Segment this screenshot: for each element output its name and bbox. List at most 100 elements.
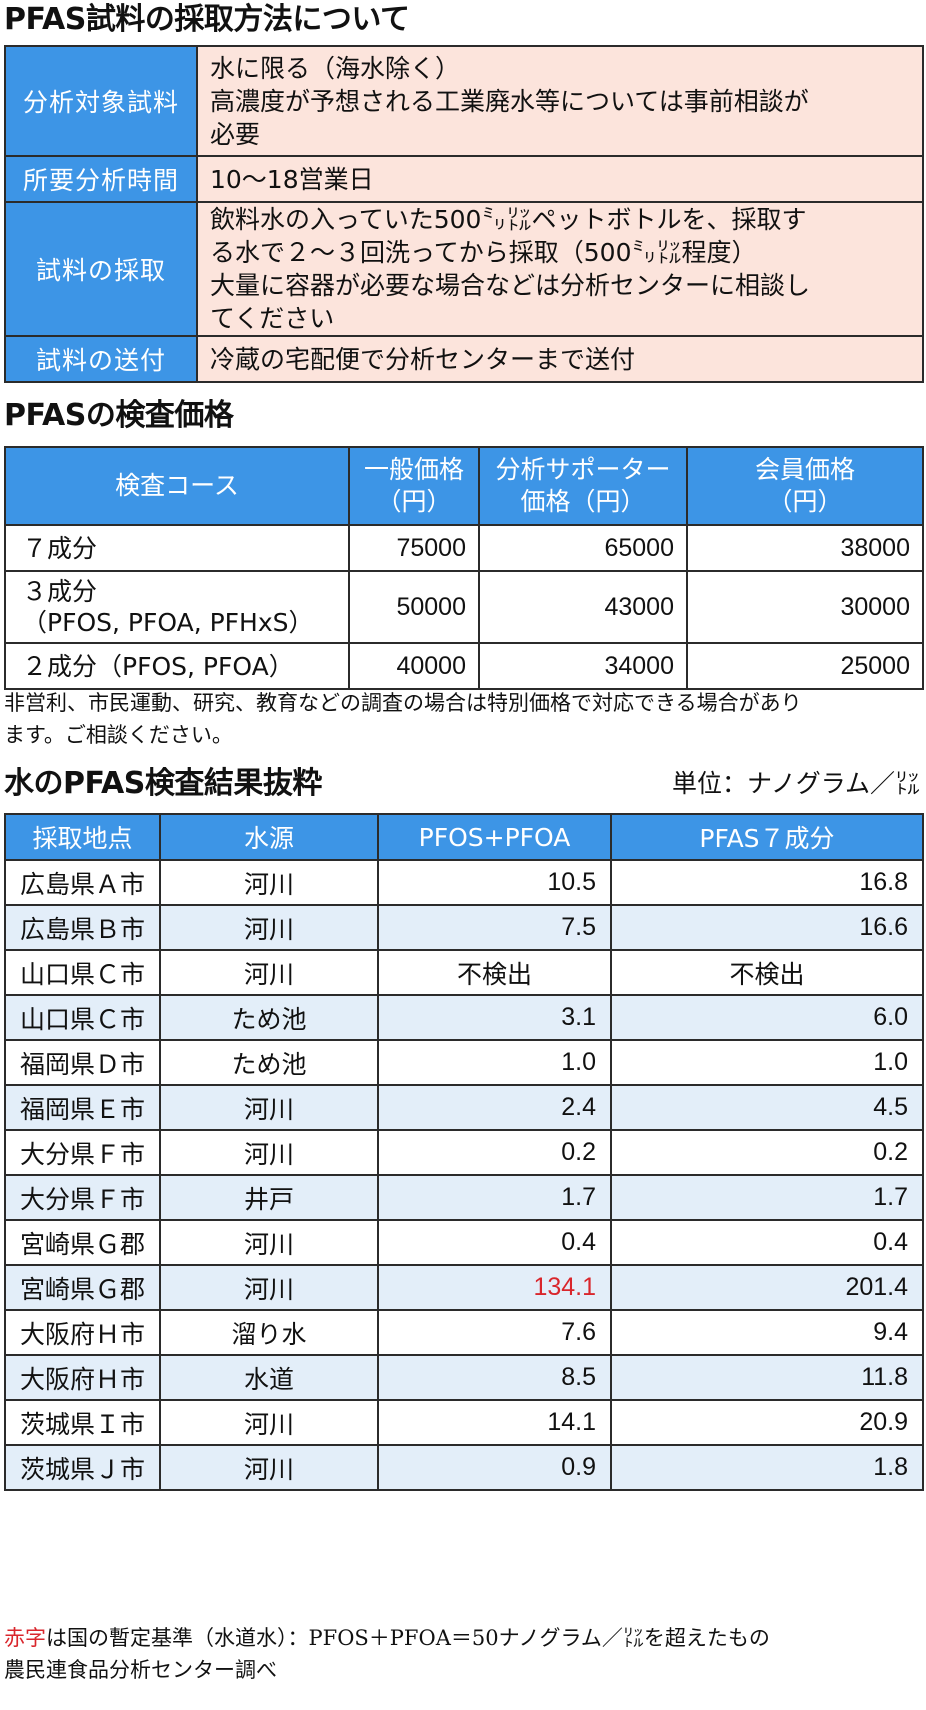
- pricing-row: ７成分 75000 65000 38000: [4, 524, 924, 572]
- results-source: 河川: [159, 1219, 379, 1266]
- sampling-row-label: 試料の採取: [4, 201, 198, 337]
- results-site: 大分県Ｆ市: [4, 1129, 161, 1176]
- pricing-course: ３成分 （PFOS, PFOA, PFHxS）: [4, 570, 350, 644]
- pricing-header-cell: 一般価格 （円）: [348, 446, 480, 526]
- sampling-row: 試料の採取 飲料水の入っていた500㍉㍑ペットボトルを、採取す る水で２〜３回洗って…: [4, 201, 924, 337]
- pricing-member-price: 30000: [686, 570, 924, 644]
- pricing-header-line: 分析サポーター: [495, 455, 671, 484]
- results-row: 山口県Ｃ市 河川 不検出 不検出: [4, 949, 924, 996]
- pricing-note: 非営利、市民運動、研究、教育などの調査の場合は特別価格で対応できる場合があり ます…: [4, 687, 922, 751]
- results-source: 河川: [159, 1399, 379, 1446]
- results-source: 河川: [159, 949, 379, 996]
- results-site: 福岡県Ｄ市: [4, 1039, 161, 1086]
- pricing-general-price: 50000: [348, 570, 480, 644]
- sampling-value-line: てください: [210, 304, 335, 333]
- results-pfas7: 0.4: [610, 1219, 924, 1266]
- sampling-value-line: る水で２〜３回洗ってから採取（500㍉㍑程度）: [210, 238, 757, 267]
- pricing-supporter-price: 34000: [478, 642, 688, 690]
- footnote-text: は国の暫定基準（水道水）：PFOS＋PFOA＝50ナノグラム／㍑を超えたもの: [46, 1626, 770, 1650]
- results-source: 河川: [159, 1084, 379, 1131]
- pricing-course: ７成分: [4, 524, 350, 572]
- results-pfos-pfoa: 7.5: [377, 904, 612, 951]
- results-source: ため池: [159, 994, 379, 1041]
- pricing-table: 検査コース 一般価格 （円） 分析サポーター 価格（円） 会員価格 （円） ７成分 75000…: [4, 446, 924, 690]
- results-pfas7: 20.9: [610, 1399, 924, 1446]
- results-site: 山口県Ｃ市: [4, 949, 161, 996]
- results-row: 広島県Ｂ市 河川 7.5 16.6: [4, 904, 924, 951]
- sampling-row: 所要分析時間 10〜18営業日: [4, 155, 924, 203]
- results-site: 茨城県Ｊ市: [4, 1444, 161, 1491]
- results-pfas7: 201.4: [610, 1264, 924, 1311]
- results-pfos-pfoa: 0.2: [377, 1129, 612, 1176]
- results-row: 大分県Ｆ市 河川 0.2 0.2: [4, 1129, 924, 1176]
- results-source: 河川: [159, 1264, 379, 1311]
- results-pfas7: 0.2: [610, 1129, 924, 1176]
- results-row: 宮崎県Ｇ郡 河川 0.4 0.4: [4, 1219, 924, 1266]
- results-site: 大阪府Ｈ市: [4, 1309, 161, 1356]
- results-row: 宮崎県Ｇ郡 河川 134.1 201.4: [4, 1264, 924, 1311]
- sampling-value-line: 水に限る（海水除く）: [210, 53, 461, 83]
- pricing-course-line: ３成分: [22, 577, 98, 606]
- results-pfos-pfoa: 3.1: [377, 994, 612, 1041]
- sampling-row-value: 水に限る（海水除く） 高濃度が予想される工業廃水等については事前相談が 必要: [196, 45, 924, 157]
- results-pfos-pfoa: 2.4: [377, 1084, 612, 1131]
- pricing-note-line: ます。ご相談ください。: [4, 723, 233, 747]
- pricing-course-line: （PFOS, PFOA, PFHxS）: [22, 608, 314, 637]
- sampling-value-line: 冷蔵の宅配便で分析センターまで送付: [210, 344, 636, 374]
- results-header-cell: 採取地点: [4, 813, 161, 861]
- pricing-header-cell: 分析サポーター 価格（円）: [478, 446, 688, 526]
- results-pfas7: 1.7: [610, 1174, 924, 1221]
- sampling-row-label: 所要分析時間: [4, 155, 198, 203]
- results-pfas7: 6.0: [610, 994, 924, 1041]
- results-source: 河川: [159, 1444, 379, 1491]
- results-site: 宮崎県Ｇ郡: [4, 1219, 161, 1266]
- footnote-red-text: 赤字: [4, 1626, 46, 1650]
- sampling-row: 分析対象試料 水に限る（海水除く） 高濃度が予想される工業廃水等については事前相談が…: [4, 45, 924, 157]
- results-pfos-pfoa: 134.1: [377, 1264, 612, 1311]
- results-site: 大阪府Ｈ市: [4, 1354, 161, 1401]
- pricing-member-price: 38000: [686, 524, 924, 572]
- pricing-section-title: PFASの検査価格: [4, 398, 234, 433]
- results-site: 広島県Ｂ市: [4, 904, 161, 951]
- results-site: 福岡県Ｅ市: [4, 1084, 161, 1131]
- sampling-value-line: 飲料水の入っていた500㍉㍑ペットボトルを、採取す: [210, 205, 807, 234]
- results-pfas7: 11.8: [610, 1354, 924, 1401]
- results-pfas7: 不検出: [610, 949, 924, 996]
- pricing-header-line: 検査コース: [115, 471, 239, 500]
- sampling-row: 試料の送付 冷蔵の宅配便で分析センターまで送付: [4, 335, 924, 383]
- footnote-source: 農民連食品分析センター調べ: [4, 1658, 277, 1682]
- results-pfos-pfoa: 8.5: [377, 1354, 612, 1401]
- results-source: 河川: [159, 904, 379, 951]
- results-row: 大阪府Ｈ市 溜り水 7.6 9.4: [4, 1309, 924, 1356]
- results-pfos-pfoa: 7.6: [377, 1309, 612, 1356]
- results-pfos-pfoa: 0.4: [377, 1219, 612, 1266]
- results-header-cell: PFAS７成分: [610, 813, 924, 861]
- pricing-course-line: ２成分（PFOS, PFOA）: [22, 651, 294, 681]
- results-source: 井戸: [159, 1174, 379, 1221]
- results-header-cell: 水源: [159, 813, 379, 861]
- results-row: 大阪府Ｈ市 水道 8.5 11.8: [4, 1354, 924, 1401]
- results-pfos-pfoa: 14.1: [377, 1399, 612, 1446]
- results-pfas7: 4.5: [610, 1084, 924, 1131]
- results-source: 河川: [159, 1129, 379, 1176]
- results-row: 福岡県Ｅ市 河川 2.4 4.5: [4, 1084, 924, 1131]
- results-pfas7: 1.8: [610, 1444, 924, 1491]
- pricing-course: ２成分（PFOS, PFOA）: [4, 642, 350, 690]
- sampling-row-value: 飲料水の入っていた500㍉㍑ペットボトルを、採取す る水で２〜３回洗ってから採取（…: [196, 201, 924, 337]
- results-unit-label: 単位：ナノグラム／㍑: [671, 769, 920, 798]
- results-row: 広島県Ａ市 河川 10.5 16.8: [4, 859, 924, 906]
- sampling-value-line: 高濃度が予想される工業廃水等については事前相談が: [210, 86, 809, 116]
- sampling-value-line: 必要: [210, 119, 261, 149]
- results-section-title: 水のPFAS検査結果抜粋: [4, 766, 322, 801]
- pricing-header-cell: 検査コース: [4, 446, 350, 526]
- pricing-header-line: 会員価格: [754, 455, 855, 484]
- pricing-general-price: 75000: [348, 524, 480, 572]
- results-pfos-pfoa: 0.9: [377, 1444, 612, 1491]
- results-site: 大分県Ｆ市: [4, 1174, 161, 1221]
- results-site: 宮崎県Ｇ郡: [4, 1264, 161, 1311]
- results-pfas7: 1.0: [610, 1039, 924, 1086]
- results-table: 採取地点 水源 PFOS+PFOA PFAS７成分 広島県Ａ市 河川 10.5 16.8 広島…: [4, 813, 924, 1491]
- pricing-course-line: ７成分: [22, 533, 98, 563]
- results-source: 水道: [159, 1354, 379, 1401]
